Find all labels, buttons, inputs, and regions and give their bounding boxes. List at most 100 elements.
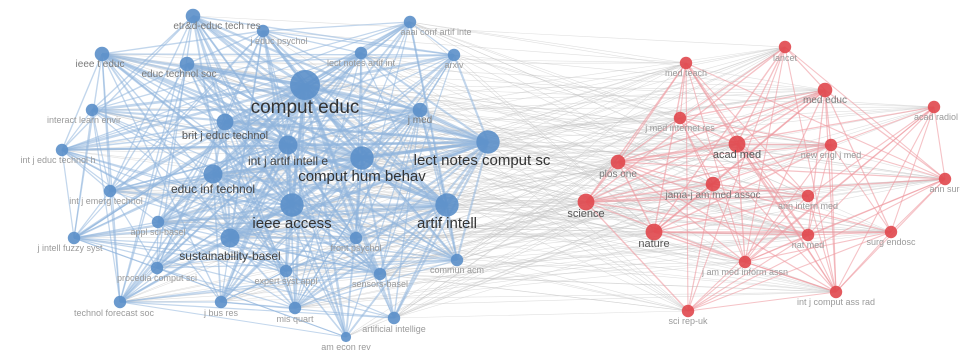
node-b31[interactable] xyxy=(387,311,401,325)
node-label: science xyxy=(567,208,604,220)
node-b6[interactable] xyxy=(278,135,298,155)
node-label: ieee access xyxy=(252,215,331,232)
node-b1[interactable] xyxy=(290,70,320,100)
node-r13[interactable] xyxy=(645,223,663,241)
node-b28[interactable] xyxy=(113,295,127,309)
node-r10[interactable] xyxy=(938,172,952,186)
edge xyxy=(653,195,809,233)
node-b8[interactable] xyxy=(220,228,240,248)
node-b13[interactable] xyxy=(94,46,110,62)
edge xyxy=(393,310,689,319)
node-b9[interactable] xyxy=(216,113,234,131)
node-r9[interactable] xyxy=(705,176,721,192)
node-label: new engl j med xyxy=(801,150,862,160)
edge xyxy=(487,89,826,143)
node-b20[interactable] xyxy=(103,184,117,198)
node-b17[interactable] xyxy=(85,103,99,117)
node-b32[interactable] xyxy=(340,331,352,343)
node-b30[interactable] xyxy=(288,301,302,315)
node-label: brit j educ technol xyxy=(182,130,268,142)
node-b18[interactable] xyxy=(412,102,428,118)
node-r16[interactable] xyxy=(738,255,752,269)
node-label: j bus res xyxy=(203,308,239,318)
node-b5[interactable] xyxy=(435,193,459,217)
edge xyxy=(585,183,714,203)
edge xyxy=(61,106,935,151)
node-b11[interactable] xyxy=(256,24,270,38)
node-r8[interactable] xyxy=(610,154,626,170)
node-b12[interactable] xyxy=(403,15,417,29)
edge xyxy=(835,106,935,293)
edge xyxy=(192,15,455,56)
edge xyxy=(192,15,786,48)
node-b14[interactable] xyxy=(179,56,195,72)
node-label: j med xyxy=(407,115,432,126)
node-label: sustainability-basel xyxy=(179,249,280,263)
node-b21[interactable] xyxy=(151,215,165,229)
node-r12[interactable] xyxy=(577,193,595,211)
node-b27[interactable] xyxy=(450,253,464,267)
node-b22[interactable] xyxy=(67,231,81,245)
node-r1[interactable] xyxy=(778,40,792,54)
node-r2[interactable] xyxy=(679,56,693,70)
edge xyxy=(445,141,490,206)
edge xyxy=(294,261,746,309)
edge xyxy=(453,54,681,119)
node-label: aaai conf artif inte xyxy=(400,27,471,37)
edge xyxy=(409,21,455,56)
edge xyxy=(617,106,935,163)
node-label: comput educ xyxy=(251,97,360,118)
edge xyxy=(379,273,837,293)
edge xyxy=(61,149,357,239)
node-r7[interactable] xyxy=(824,138,838,152)
edge xyxy=(355,237,395,319)
edge xyxy=(119,46,786,303)
node-b19[interactable] xyxy=(55,143,69,157)
edge xyxy=(409,21,458,261)
node-label: etr&d-educ tech res xyxy=(173,21,260,32)
edge xyxy=(679,117,738,145)
edge xyxy=(455,141,490,261)
node-b24[interactable] xyxy=(150,261,164,275)
node-b26[interactable] xyxy=(373,267,387,281)
edge xyxy=(304,84,935,108)
node-label: int j comput ass rad xyxy=(797,297,875,307)
edge xyxy=(409,21,687,64)
edge xyxy=(617,161,837,293)
edge xyxy=(807,195,837,293)
edge xyxy=(156,221,159,269)
node-b3[interactable] xyxy=(350,146,374,170)
node-r11[interactable] xyxy=(801,189,815,203)
node-b7[interactable] xyxy=(203,164,223,184)
node-label: mis quart xyxy=(276,314,314,324)
edge xyxy=(345,109,421,338)
node-r18[interactable] xyxy=(681,304,695,318)
node-label: jama-j am med assoc xyxy=(664,190,760,201)
node-b15[interactable] xyxy=(354,46,368,60)
node-r3[interactable] xyxy=(817,82,833,98)
edge xyxy=(294,21,411,309)
edge xyxy=(393,143,738,319)
node-r14[interactable] xyxy=(801,228,815,242)
node-b23[interactable] xyxy=(349,231,363,245)
node-label: sci rep-uk xyxy=(668,316,708,326)
node-r4[interactable] xyxy=(927,100,941,114)
edge xyxy=(119,63,188,303)
edge xyxy=(393,62,687,319)
edge xyxy=(73,109,93,239)
node-r6[interactable] xyxy=(728,135,746,153)
node-r17[interactable] xyxy=(829,285,843,299)
node-r5[interactable] xyxy=(673,111,687,125)
node-b25[interactable] xyxy=(279,264,293,278)
edge xyxy=(91,21,411,111)
edge xyxy=(61,109,93,151)
node-b4[interactable] xyxy=(280,193,304,217)
node-b29[interactable] xyxy=(214,295,228,309)
node-b16[interactable] xyxy=(447,48,461,62)
node-b10[interactable] xyxy=(185,8,201,24)
node-r15[interactable] xyxy=(884,225,898,239)
edge xyxy=(109,173,214,192)
node-b2[interactable] xyxy=(476,130,500,154)
edge xyxy=(617,161,746,263)
